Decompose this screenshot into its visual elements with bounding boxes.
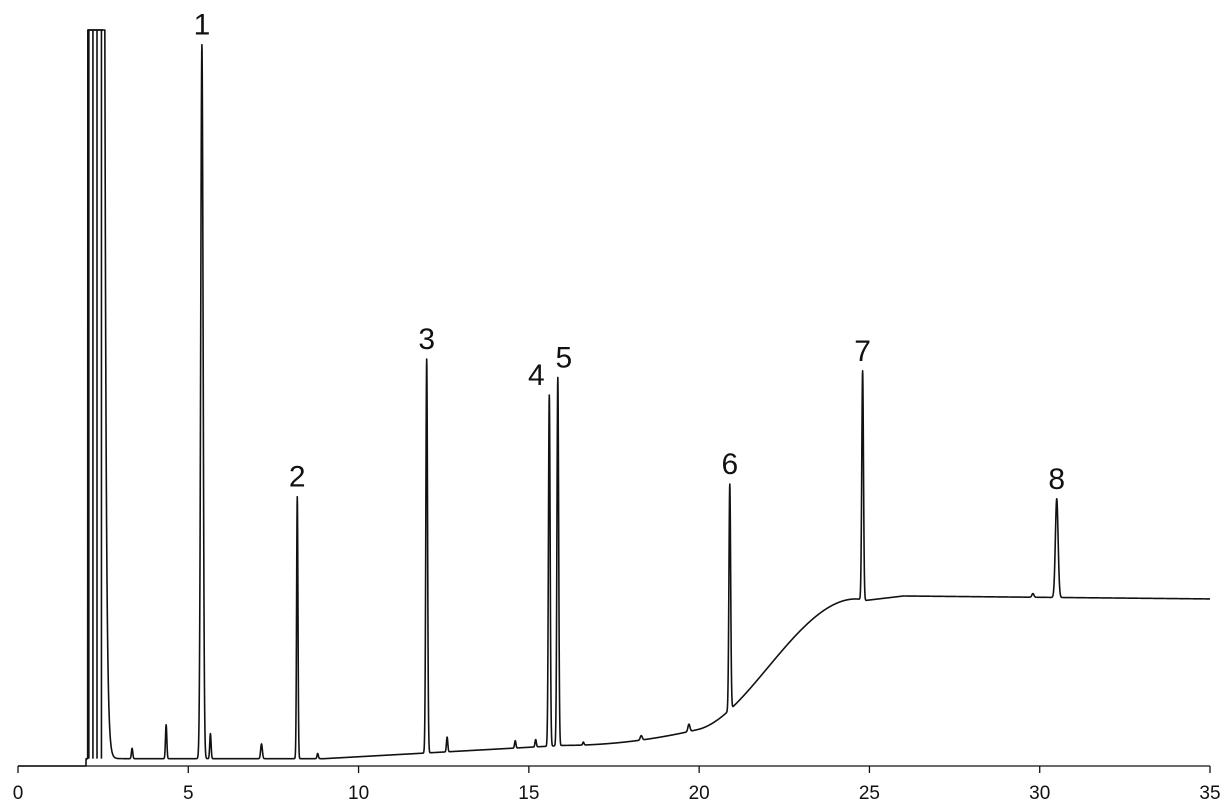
- peak-label: 2: [289, 461, 306, 494]
- chromatogram-trace: [17, 29, 1211, 767]
- x-tick-label: 20: [689, 783, 710, 804]
- peak-label: 8: [1048, 463, 1065, 496]
- x-tick-label: 25: [859, 783, 880, 804]
- peak-label: 5: [555, 341, 572, 374]
- x-tick-label: 35: [1199, 783, 1220, 804]
- peak-label: 7: [854, 335, 871, 368]
- x-tick-label: 5: [183, 783, 194, 804]
- x-tick-label: 0: [13, 783, 24, 804]
- signal-line: [17, 29, 1211, 767]
- x-tick-label: 30: [1029, 783, 1050, 804]
- x-axis: 0 5 10 15 20 25 30 35: [13, 765, 1221, 804]
- peak-label: 4: [528, 359, 545, 392]
- x-tick-label: 15: [518, 783, 539, 804]
- peak-label: 6: [721, 448, 738, 481]
- peak-label: 3: [418, 323, 435, 356]
- x-tick-label: 10: [348, 783, 369, 804]
- peak-label: 1: [194, 9, 211, 42]
- peak-labels: 1 2 3 45 6 7 8: [194, 9, 1066, 496]
